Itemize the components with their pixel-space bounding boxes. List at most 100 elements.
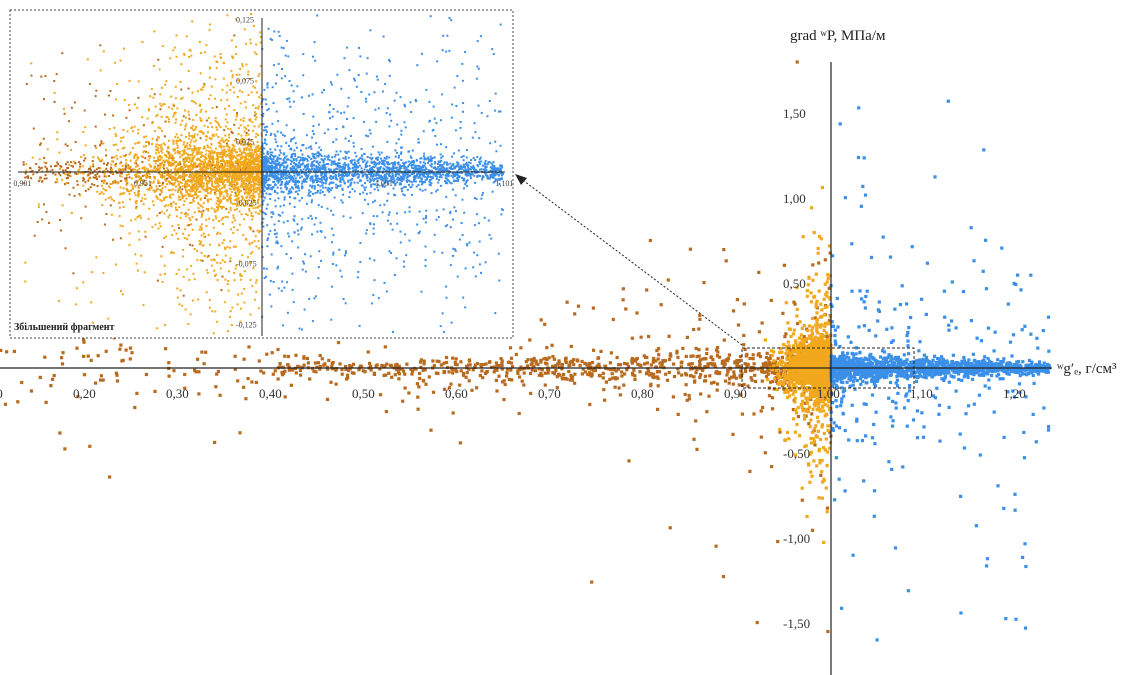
data-point: [536, 362, 540, 366]
data-point: [942, 289, 946, 293]
data-point: [861, 184, 865, 188]
inset-data-point: [124, 166, 127, 169]
inset-data-point: [35, 163, 38, 165]
data-point: [531, 365, 535, 369]
data-point: [500, 361, 504, 366]
data-point: [826, 629, 830, 634]
data-point: [776, 539, 780, 544]
data-point: [580, 359, 584, 364]
data-point: [800, 378, 804, 382]
data-point: [828, 333, 832, 337]
data-point: [1022, 456, 1027, 460]
data-point: [774, 375, 778, 379]
data-point: [667, 334, 671, 338]
data-point: [940, 362, 944, 366]
data-point: [945, 359, 949, 363]
inset-data-point: [74, 172, 77, 175]
data-point: [772, 387, 776, 391]
data-point: [96, 354, 100, 358]
data-point: [822, 328, 826, 332]
data-point: [1026, 367, 1030, 371]
data-point: [813, 443, 817, 447]
data-point: [236, 379, 240, 383]
data-point: [826, 321, 830, 325]
data-point: [816, 337, 820, 341]
inset-data-point: [158, 184, 161, 187]
data-point: [514, 352, 518, 357]
data-point: [933, 373, 937, 377]
data-point: [822, 297, 826, 301]
data-point: [445, 360, 449, 365]
data-point: [777, 361, 781, 365]
data-point: [951, 353, 955, 357]
data-point: [771, 379, 775, 384]
data-point: [1012, 395, 1016, 399]
data-point: [984, 238, 988, 242]
data-point: [820, 458, 824, 463]
data-point: [306, 361, 310, 365]
data-point: [809, 437, 813, 441]
data-point: [886, 364, 890, 368]
data-point: [624, 307, 628, 311]
inset-data-point: [80, 217, 83, 220]
data-point: [762, 370, 766, 374]
data-point: [1038, 360, 1042, 364]
data-point: [901, 361, 905, 365]
data-point: [831, 426, 835, 431]
data-point: [891, 364, 895, 368]
data-point: [904, 365, 908, 369]
data-point: [823, 394, 827, 398]
data-point: [984, 365, 989, 369]
data-point: [864, 371, 868, 375]
data-point: [849, 358, 853, 362]
data-point: [843, 428, 847, 433]
inset-data-point: [65, 177, 68, 180]
data-point: [852, 367, 856, 371]
data-point: [864, 376, 868, 380]
data-point: [787, 394, 792, 398]
data-point: [533, 369, 538, 373]
data-point: [800, 486, 804, 490]
data-point: [850, 289, 854, 293]
data-point: [570, 359, 575, 364]
inset-data-point: [221, 275, 224, 278]
data-point: [906, 344, 910, 348]
data-point: [622, 361, 627, 366]
data-point: [583, 370, 587, 374]
data-point: [789, 334, 793, 339]
data-point: [806, 353, 810, 357]
data-point: [1018, 367, 1022, 371]
data-point: [407, 391, 411, 395]
data-point: [703, 374, 707, 378]
data-point: [723, 379, 728, 383]
data-point: [748, 368, 752, 373]
data-point: [551, 371, 555, 375]
data-point: [887, 369, 892, 373]
data-point: [915, 436, 920, 440]
data-point: [798, 358, 803, 362]
data-point: [755, 621, 759, 625]
data-point: [852, 356, 856, 360]
data-point: [278, 362, 282, 366]
data-point: [1000, 246, 1004, 250]
data-point: [359, 364, 363, 368]
inset-data-point: [114, 162, 117, 165]
inset-data-point: [127, 164, 130, 167]
data-point: [803, 381, 807, 385]
data-point: [543, 371, 547, 375]
data-point: [796, 406, 800, 410]
data-point: [809, 418, 813, 422]
data-point: [821, 381, 825, 385]
data-point: [825, 389, 829, 393]
data-point: [764, 361, 768, 365]
data-point: [947, 364, 951, 368]
data-point: [972, 259, 976, 263]
data-point: [495, 368, 499, 372]
inset-data-point: [110, 166, 113, 169]
data-point: [666, 278, 670, 282]
data-point: [459, 360, 463, 364]
data-point: [308, 377, 312, 381]
data-point: [1019, 288, 1023, 292]
data-point: [792, 378, 796, 382]
inset-data-point: [91, 172, 94, 174]
